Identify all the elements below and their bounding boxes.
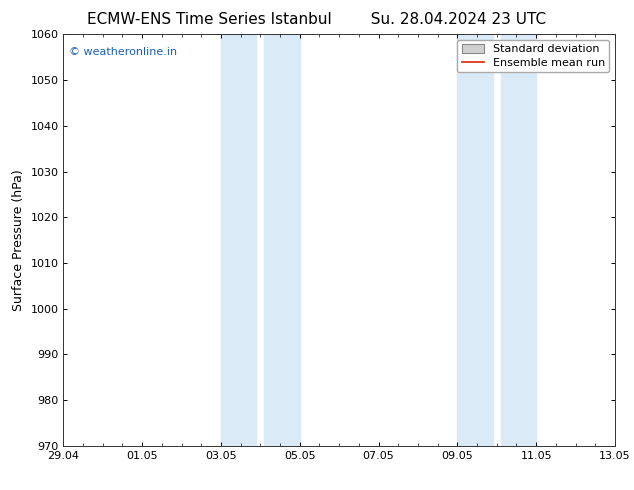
Legend: Standard deviation, Ensemble mean run: Standard deviation, Ensemble mean run	[457, 40, 609, 73]
Y-axis label: Surface Pressure (hPa): Surface Pressure (hPa)	[12, 169, 25, 311]
Bar	[264, 34, 300, 446]
Bar	[457, 34, 493, 446]
Text: © weatheronline.in: © weatheronline.in	[69, 47, 177, 57]
Bar	[221, 34, 256, 446]
Text: ECMW-ENS Time Series Istanbul        Su. 28.04.2024 23 UTC: ECMW-ENS Time Series Istanbul Su. 28.04.…	[87, 12, 547, 27]
Bar	[501, 34, 536, 446]
